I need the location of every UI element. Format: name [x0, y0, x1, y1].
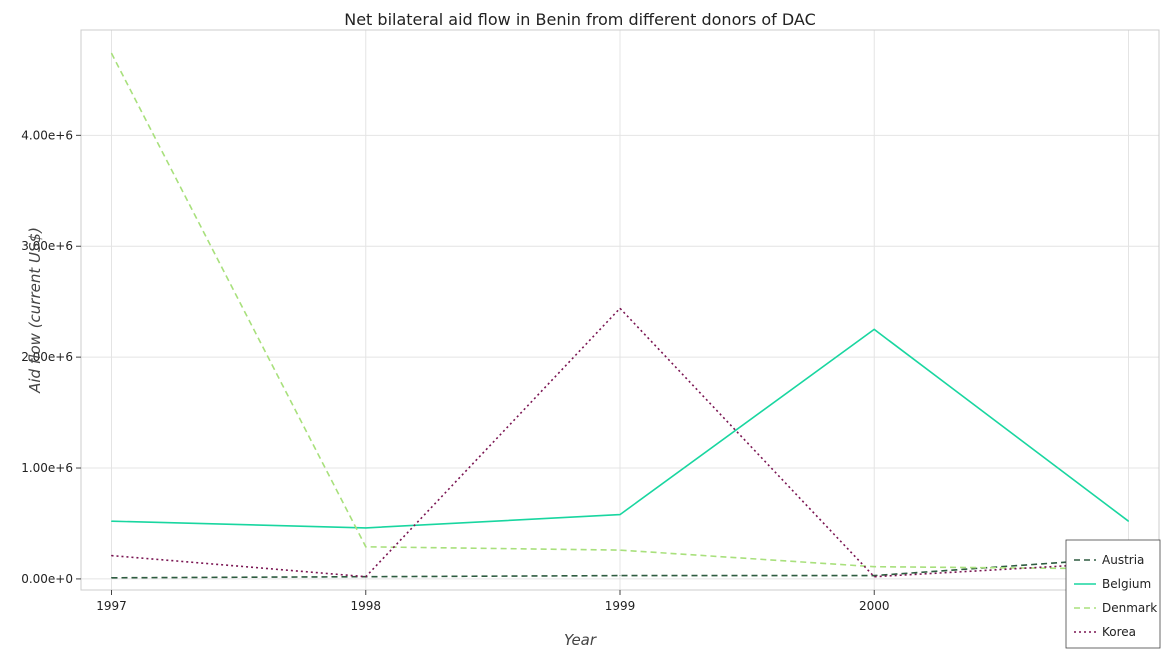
y-tick-label: 1.00e+6 — [21, 461, 73, 475]
y-axis: 0.00e+0 1.00e+6 2.00e+6 3.00e+6 4.00e+6 — [21, 128, 81, 586]
point-korea — [365, 576, 367, 578]
series-line-denmark — [110, 52, 1129, 570]
point-belgium — [873, 328, 875, 330]
point-belgium — [111, 520, 113, 522]
point-korea — [873, 576, 875, 578]
x-axis-label: Year — [564, 631, 597, 649]
x-tick-label: 1999 — [605, 599, 636, 613]
x-axis: 19971998199920002001 — [96, 590, 1144, 613]
x-tick-label: 1997 — [96, 599, 127, 613]
legend-label-korea: Korea — [1102, 625, 1136, 639]
point-denmark — [873, 566, 875, 568]
y-axis-label: Aid flow (current US$) — [26, 227, 44, 394]
point-belgium — [1127, 520, 1129, 522]
point-denmark — [111, 52, 113, 54]
y-tick-label: 2.00e+6 — [21, 350, 73, 364]
point-korea — [619, 307, 621, 309]
point-denmark — [619, 549, 621, 551]
point-austria — [111, 577, 113, 579]
series-line-korea — [111, 307, 1129, 578]
x-tick-label: 1998 — [350, 599, 381, 613]
y-tick-label: 3.00e+6 — [21, 239, 73, 253]
point-denmark — [365, 546, 367, 548]
y-tick-label: 0.00e+0 — [21, 572, 73, 586]
legend-box — [1065, 539, 1161, 649]
point-korea — [111, 555, 113, 557]
legend: Austria Belgium Denmark Korea — [1065, 539, 1161, 649]
point-austria — [619, 575, 621, 577]
grid — [81, 30, 1159, 590]
chart-title: Net bilateral aid flow in Benin from dif… — [344, 10, 816, 29]
point-belgium — [365, 527, 367, 529]
legend-label-belgium: Belgium — [1102, 577, 1151, 591]
legend-label-denmark: Denmark — [1102, 601, 1157, 615]
y-tick-label: 4.00e+6 — [21, 128, 73, 142]
legend-label-austria: Austria — [1102, 553, 1144, 567]
point-austria — [873, 575, 875, 577]
x-tick-label: 2000 — [859, 599, 890, 613]
point-belgium — [619, 514, 621, 516]
